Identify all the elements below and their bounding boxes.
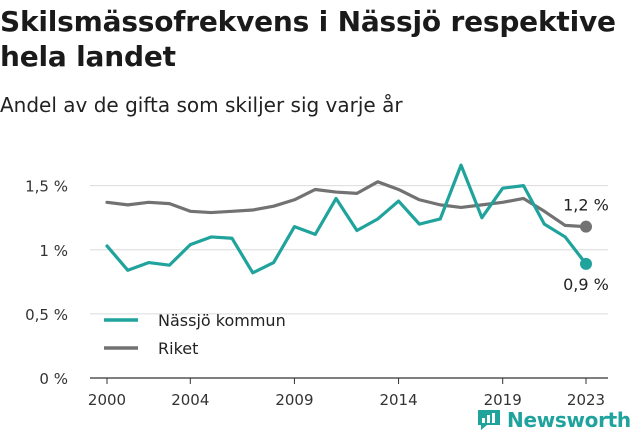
chart-title: Skilsmässofrekvens i Nässjö respektive h…: [0, 5, 616, 73]
series-line-n-ssj-kommun: [105, 163, 588, 275]
end-point-riket: [580, 220, 592, 233]
end-label-n-ssj-kommun: 0,9 %: [563, 275, 609, 294]
x-tick-label: 2000: [88, 391, 126, 409]
y-tick-label: 0 %: [39, 370, 68, 388]
y-tick-label: 0,5 %: [25, 306, 68, 324]
end-label-riket: 1,2 %: [563, 196, 609, 215]
x-tick-label: 2009: [275, 391, 313, 409]
newsworthy-icon: [478, 410, 500, 430]
legend: Nässjö kommun Riket: [104, 311, 286, 358]
series-line-riket: [105, 180, 588, 229]
end-point-n-ssj-kommun: [580, 257, 592, 270]
series-lines: 0,9 % 1,2 %: [105, 163, 609, 294]
y-tick-label: 1 %: [39, 242, 68, 260]
y-axis: 0 % 0,5 % 1 % 1,5 %: [25, 178, 68, 388]
x-axis: 2000 2004 2009 2014 2019 2023: [88, 378, 605, 409]
x-tick-label: 2004: [171, 391, 209, 409]
legend-label: Nässjö kommun: [158, 311, 286, 330]
x-tick-label: 2019: [484, 391, 522, 409]
brand-name: Newsworthy: [507, 408, 631, 432]
newsworthy-logo: Newsworthy: [476, 408, 631, 432]
y-tick-label: 1,5 %: [25, 178, 68, 196]
x-tick-label: 2014: [379, 391, 417, 409]
chart-subtitle: Andel av de gifta som skiljer sig varje …: [0, 93, 403, 117]
x-tick-label: 2023: [567, 391, 605, 409]
legend-label: Riket: [158, 339, 198, 358]
